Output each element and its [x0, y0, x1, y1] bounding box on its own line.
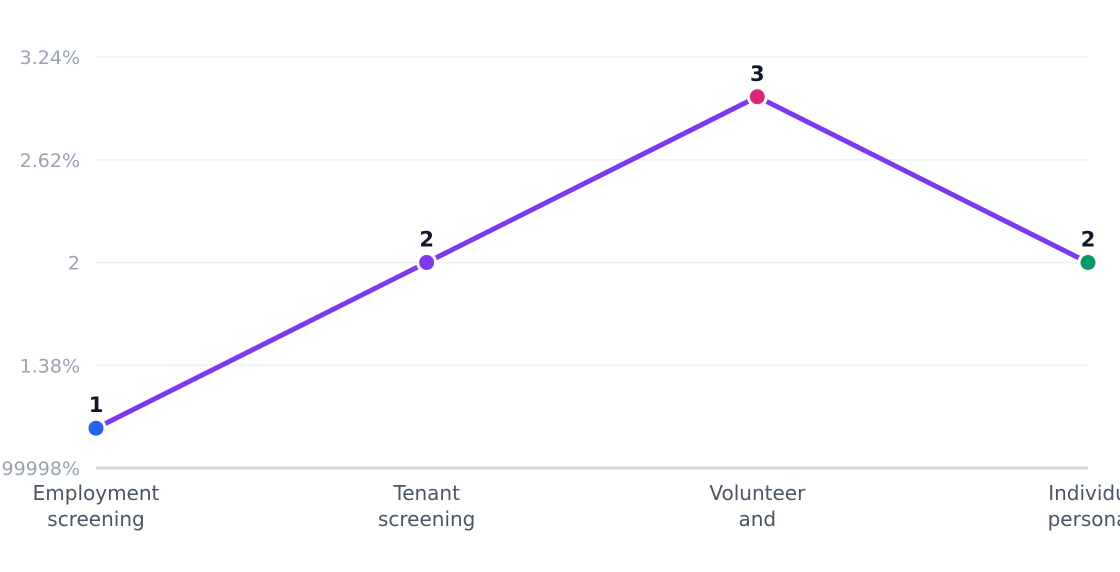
y-tick-label: 1.38%	[20, 355, 80, 377]
x-axis: Employment screening Tenant screening Volunt…	[33, 481, 1120, 531]
data-label: 2	[419, 228, 434, 252]
data-point[interactable]	[416, 252, 438, 273]
data-point[interactable]	[746, 86, 768, 108]
grid-lines	[96, 56, 1088, 366]
data-label: 1	[89, 393, 104, 417]
x-tick-label: Individupersona	[1048, 481, 1120, 531]
x-tick-label: Volunteer and	[709, 481, 806, 531]
y-tick-label: 3.24%	[20, 47, 80, 69]
data-label: 3	[750, 62, 765, 86]
y-tick-label: 0.99998%	[0, 458, 80, 480]
series-group: 1 2 3 2	[85, 62, 1099, 439]
y-tick-label: 2.62%	[20, 150, 80, 172]
x-tick-label: Employment screening	[33, 481, 160, 531]
data-label: 2	[1081, 228, 1096, 252]
series-line	[93, 94, 1091, 431]
x-tick-label: Tenant screening	[378, 481, 475, 531]
y-tick-label: 2	[68, 253, 80, 275]
data-point[interactable]	[85, 417, 107, 439]
data-point[interactable]	[1077, 252, 1099, 273]
y-axis: 3.24% 2.62% 2 1.38% 0.99998%	[0, 47, 80, 480]
